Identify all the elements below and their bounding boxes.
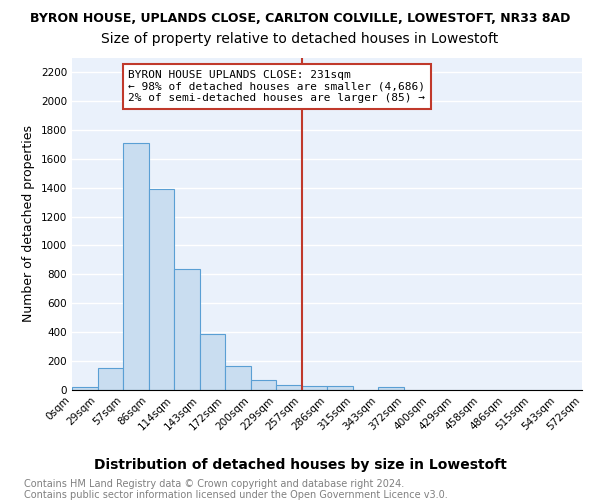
Bar <box>302 386 327 390</box>
Bar <box>378 387 404 390</box>
Bar <box>276 385 302 390</box>
Text: BYRON HOUSE, UPLANDS CLOSE, CARLTON COLVILLE, LOWESTOFT, NR33 8AD: BYRON HOUSE, UPLANDS CLOSE, CARLTON COLV… <box>30 12 570 26</box>
Bar <box>149 189 174 390</box>
Bar <box>251 380 276 390</box>
Y-axis label: Number of detached properties: Number of detached properties <box>22 125 35 322</box>
Text: Distribution of detached houses by size in Lowestoft: Distribution of detached houses by size … <box>94 458 506 471</box>
Bar <box>174 270 199 390</box>
Bar <box>97 368 123 390</box>
Bar <box>123 143 149 390</box>
Bar <box>327 386 353 390</box>
Bar <box>225 366 251 390</box>
Text: BYRON HOUSE UPLANDS CLOSE: 231sqm
← 98% of detached houses are smaller (4,686)
2: BYRON HOUSE UPLANDS CLOSE: 231sqm ← 98% … <box>128 70 425 103</box>
Text: Size of property relative to detached houses in Lowestoft: Size of property relative to detached ho… <box>101 32 499 46</box>
Text: Contains public sector information licensed under the Open Government Licence v3: Contains public sector information licen… <box>24 490 448 500</box>
Text: Contains HM Land Registry data © Crown copyright and database right 2024.: Contains HM Land Registry data © Crown c… <box>24 479 404 489</box>
Bar <box>72 387 97 390</box>
Bar <box>199 334 225 390</box>
